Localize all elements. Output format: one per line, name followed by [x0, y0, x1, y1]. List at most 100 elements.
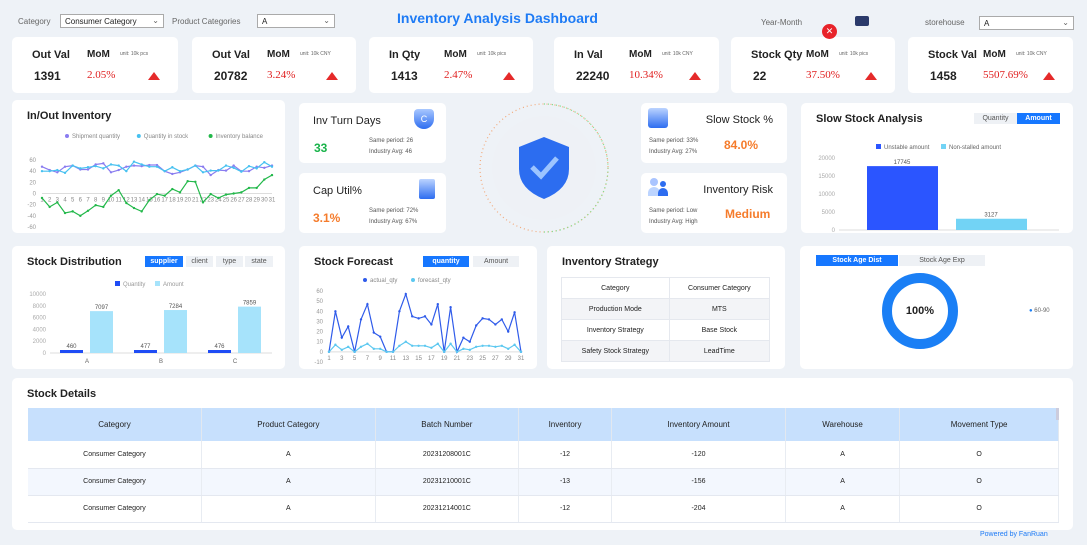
tab-amount[interactable]: Amount [1017, 113, 1060, 124]
legend-marker [941, 144, 946, 149]
metric-value: Medium [725, 207, 771, 221]
metric-title: Cap Util% [313, 185, 362, 197]
clear-close-icon[interactable]: ✕ [822, 24, 837, 39]
inout-inventory-panel: In/Out Inventory 60 40 20 0 -20 -40 -60 1 2 3 4 5 6 7… [12, 100, 285, 233]
column-header[interactable]: Category [28, 408, 202, 441]
data-point [270, 173, 274, 177]
powered-by-link[interactable]: Powered by FanRuan [980, 531, 1048, 538]
column-header[interactable]: Warehouse [785, 408, 901, 441]
tab-stock-age-dist[interactable]: Stock Age Dist [816, 255, 898, 266]
calendar-picker-icon[interactable] [855, 16, 869, 26]
storehouse-select[interactable]: A ⌄ [979, 16, 1074, 30]
data-point [201, 165, 205, 168]
industry-avg: Industry Avg: 67% [369, 219, 418, 225]
table-cell: A [201, 468, 376, 496]
table-scrollbar[interactable] [1056, 408, 1059, 420]
x-tick-label: 3 [56, 198, 60, 204]
data-point [327, 350, 331, 354]
tab-type[interactable]: type [216, 256, 243, 267]
data-point [71, 164, 74, 167]
data-point [40, 196, 44, 200]
data-point [391, 350, 395, 354]
donut-slice-60-90 [882, 273, 958, 349]
tab-state[interactable]: state [245, 256, 273, 267]
data-point [494, 323, 497, 326]
data-point [334, 343, 337, 346]
column-header[interactable]: Movement Type [899, 408, 1059, 441]
table-cell: A [201, 441, 376, 469]
bar-amount [90, 311, 113, 353]
data-point [63, 165, 67, 168]
data-point [462, 347, 465, 351]
data-point [255, 186, 258, 190]
data-label: 7284 [169, 304, 183, 310]
tab-quantity[interactable]: Quantity [974, 113, 1017, 124]
x-tick-label: 17 [161, 198, 168, 204]
category-select[interactable]: Consumer Category ⌄ [60, 14, 164, 28]
table-cell: 20231214001C [375, 495, 519, 523]
data-point [102, 162, 105, 165]
table-row[interactable]: Consumer Category A 20231214001C -12 -204 A O [28, 495, 1059, 523]
panel-title: Inventory Strategy [562, 256, 659, 268]
panel-title: Stock Forecast [314, 256, 393, 268]
y-tick-label: 5000 [822, 210, 836, 216]
cap-util-card: Cap Util% 3.1% Same period: 72% Industry… [299, 173, 446, 233]
shield-check-emblem-icon [479, 103, 609, 233]
legend-label: Quantity in stock [144, 134, 189, 140]
data-point [263, 178, 266, 181]
panel-title: Stock Distribution [27, 256, 122, 268]
x-tick-label: 27 [238, 198, 245, 204]
data-point [109, 171, 113, 174]
x-tick-label: 30 [261, 198, 268, 204]
data-point [404, 292, 407, 296]
x-tick-label: 13 [402, 356, 409, 362]
metric-value: 33 [314, 141, 328, 155]
column-header[interactable]: Batch Number [375, 408, 519, 441]
data-point [232, 192, 235, 195]
legend-marker [155, 281, 160, 286]
stock-distribution-panel: Stock Distribution supplier client type … [12, 246, 285, 369]
kpi-mom-percent: 10.34% [629, 69, 663, 81]
data-point [423, 344, 427, 347]
data-point [411, 344, 414, 347]
tab-quantity[interactable]: quantity [423, 256, 469, 267]
storehouse-label: storehouse [925, 18, 965, 27]
data-point [247, 164, 251, 168]
column-header[interactable]: Product Category [201, 408, 376, 441]
stock-forecast-panel: Stock Forecast quantity Amount 60 50 40 30 2… [299, 246, 537, 369]
table-cell: -204 [611, 495, 786, 523]
x-tick-label: 9 [379, 356, 383, 362]
kpi-card: Stock Val MoM unit: 10k CNY 1458 5507.69% [908, 37, 1073, 93]
tab-stock-age-exp[interactable]: Stock Age Exp [899, 255, 985, 266]
stock-age-donut-chart [882, 273, 958, 349]
data-label: 477 [140, 344, 151, 350]
data-point [385, 350, 388, 354]
kpi-value: 20782 [214, 69, 248, 83]
legend-label: Quantity [123, 282, 145, 288]
tab-supplier[interactable]: supplier [145, 256, 183, 267]
strategy-row: Category Consumer Category [561, 277, 771, 299]
kpi-mom-label: MoM [983, 49, 1006, 60]
tab-client[interactable]: client [186, 256, 213, 267]
data-point [455, 350, 459, 354]
data-point [247, 169, 251, 173]
metric-value: 84.0% [724, 138, 759, 152]
column-header[interactable]: Inventory Amount [611, 408, 786, 441]
column-header[interactable]: Inventory [518, 408, 613, 441]
legend-label: Inventory balance [216, 134, 264, 140]
table-row[interactable]: Consumer Category A 20231210001C -13 -156 A O [28, 468, 1059, 496]
tab-amount[interactable]: Amount [473, 256, 519, 267]
table-row[interactable]: Consumer Category A 20231208001C -12 -120 A O [28, 441, 1059, 469]
table-cell: -12 [518, 495, 613, 523]
data-point [94, 163, 97, 166]
y-tick-label: 15000 [818, 174, 835, 180]
table-cell: A [785, 468, 901, 496]
product-category-select[interactable]: A ⌄ [257, 14, 335, 28]
legend-label: Non-stalled amount [949, 145, 1001, 151]
y-tick-label: 0 [832, 228, 836, 233]
strategy-table: Category Consumer Category Production Mode… [561, 277, 771, 362]
table-cell: O [899, 441, 1059, 469]
legend-label: Amount [163, 282, 184, 288]
data-point [194, 164, 197, 167]
data-point [411, 315, 414, 318]
